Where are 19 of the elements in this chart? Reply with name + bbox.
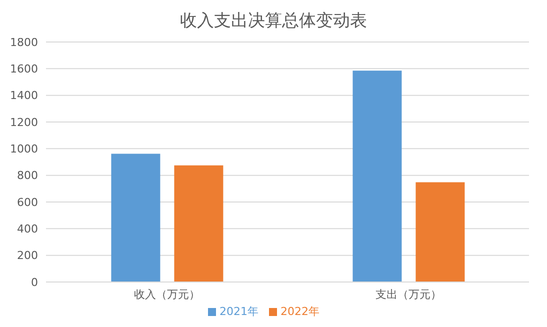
bar <box>416 182 465 282</box>
y-tick-label: 200 <box>17 249 38 262</box>
y-tick-label: 0 <box>31 276 38 289</box>
legend-label: 2021年 <box>220 305 258 318</box>
y-tick-label: 1400 <box>10 89 38 102</box>
bar <box>111 154 160 282</box>
chart-title: 收入支出决算总体变动表 <box>180 11 367 31</box>
bar <box>174 165 224 282</box>
y-tick-label: 600 <box>17 196 38 209</box>
y-tick-label: 1200 <box>10 116 38 129</box>
y-tick-label: 800 <box>17 169 38 182</box>
y-tick-label: 1600 <box>10 62 38 76</box>
y-tick-label: 1000 <box>10 142 38 156</box>
legend-label: 2022年 <box>280 305 320 318</box>
y-tick-label: 1800 <box>10 36 38 49</box>
bar <box>352 70 402 282</box>
y-tick-label: 400 <box>17 222 38 236</box>
x-tick-label: 支出（万元） <box>375 288 442 301</box>
x-tick-label: 收入（万元） <box>134 288 200 301</box>
